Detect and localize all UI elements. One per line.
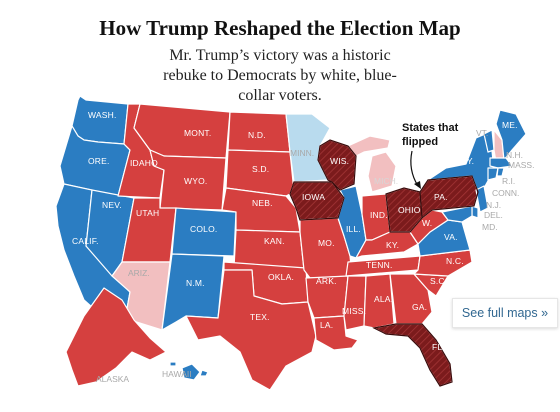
annotation-arrow [410, 150, 419, 187]
label-il: ILL. [346, 224, 361, 234]
state-wy[interactable] [149, 149, 227, 211]
label-de: DEL. [484, 210, 503, 220]
label-wy: WYO. [184, 176, 207, 186]
label-ia: IOWA [302, 192, 325, 202]
label-ut: UTAH [136, 208, 159, 218]
state-ak[interactable] [65, 287, 167, 387]
outline-fl [372, 323, 453, 387]
outline-pa [419, 175, 479, 220]
label-va: VA. [444, 232, 458, 242]
state-tx[interactable] [185, 269, 317, 391]
state-ms[interactable] [343, 275, 367, 331]
dek: Mr. Trump’s victory was a historic rebuk… [163, 47, 397, 104]
label-me: ME. [502, 120, 518, 130]
label-nd: N.D. [248, 130, 266, 140]
state-nj[interactable] [475, 185, 489, 213]
annotation-line-2: flipped [402, 136, 438, 148]
label-mn: MINN. [290, 148, 314, 158]
state-hi-1[interactable] [181, 363, 201, 381]
see-full-maps-link[interactable]: See full maps » [452, 298, 558, 328]
label-ga: GA. [412, 302, 427, 312]
label-in: IND. [370, 210, 388, 220]
label-nv: NEV. [102, 200, 122, 210]
label-mt: MONT. [184, 128, 211, 138]
annotation-arrowhead [414, 181, 421, 189]
label-nh: N.H. [506, 150, 523, 160]
label-tn: TENN. [366, 260, 393, 270]
label-fl: FLA. [432, 342, 451, 352]
label-la: LA. [320, 320, 333, 330]
label-wv: W. [422, 218, 432, 228]
label-nc: N.C. [446, 256, 464, 266]
label-ny: N.Y. [458, 156, 474, 166]
label-ct: CONN. [492, 188, 519, 198]
label-ms: MISS. [342, 306, 366, 316]
label-ks: KAN. [264, 236, 285, 246]
label-ar: ARK. [316, 276, 337, 286]
label-mo: MO. [318, 238, 335, 248]
state-ma[interactable] [489, 157, 513, 169]
label-tx: TEX. [250, 312, 270, 322]
headline: How Trump Reshaped the Election Map [99, 16, 461, 40]
label-ky: KY. [386, 240, 399, 250]
label-sd: S.D. [252, 164, 269, 174]
state-ct[interactable] [487, 167, 499, 181]
annotation-line-1: States that [402, 122, 459, 134]
label-oh: OHIO [398, 205, 421, 215]
label-wi: WIS. [330, 156, 349, 166]
label-ak: ALASKA [96, 374, 129, 384]
label-ri: R.I. [502, 176, 515, 186]
label-nj: N.J. [486, 200, 501, 210]
label-or: ORE. [88, 156, 110, 166]
state-de[interactable] [471, 205, 479, 219]
label-co: COLO. [190, 224, 217, 234]
label-az: ARIZ. [128, 268, 150, 278]
label-wa: WASH. [88, 110, 117, 120]
label-vt: VT. [476, 128, 488, 138]
state-ri[interactable] [496, 167, 505, 177]
state-co[interactable] [171, 207, 237, 257]
state-hi-3[interactable] [169, 361, 177, 367]
label-ma: MASS. [508, 160, 534, 170]
label-pa: PA. [434, 192, 448, 202]
label-hi: HAWAII [162, 369, 192, 379]
label-mi: MICH. [374, 176, 398, 186]
label-ok: OKLA. [268, 272, 294, 282]
label-md: MD. [482, 222, 498, 232]
label-ne: NEB. [252, 198, 273, 208]
state-hi-2[interactable] [199, 369, 209, 377]
label-ca: CALIF. [72, 236, 99, 246]
state-wa[interactable] [71, 95, 129, 145]
label-nm: N.M. [186, 278, 205, 288]
state-mi[interactable] [367, 151, 397, 193]
label-id: IDAHO [130, 158, 158, 168]
outline-wi [317, 139, 357, 191]
label-sc: S.C. [430, 276, 447, 286]
state-me[interactable] [495, 109, 527, 161]
label-al: ALA. [374, 294, 393, 304]
